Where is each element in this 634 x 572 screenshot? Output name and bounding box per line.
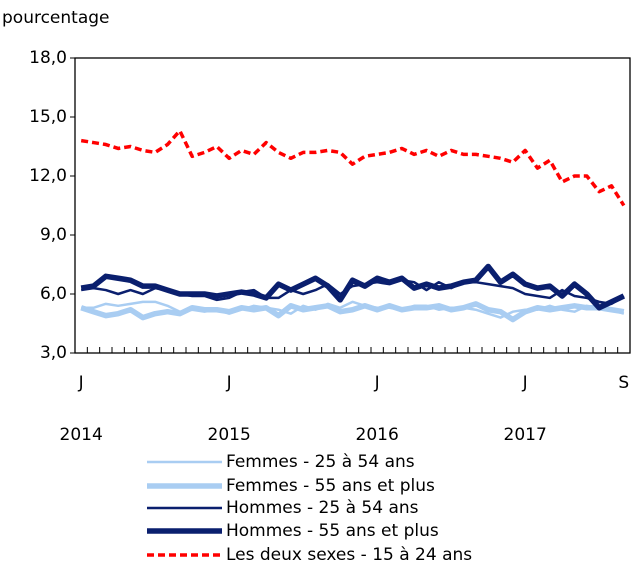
legend-label: Les deux sexes - 15 à 24 ans xyxy=(226,545,472,565)
x-tick-label: J xyxy=(78,373,84,393)
x-tick-label: J xyxy=(374,373,380,393)
y-tick-label: 15,0 xyxy=(29,107,67,127)
legend-label: Hommes - 25 à 54 ans xyxy=(226,498,419,518)
y-tick-label: 12,0 xyxy=(29,166,67,186)
y-tick-label: 3,0 xyxy=(40,343,67,363)
series-line xyxy=(80,263,626,311)
series-line xyxy=(80,301,625,323)
year-label: 2015 xyxy=(208,425,251,445)
y-tick-label: 9,0 xyxy=(40,225,67,245)
x-tick-label: J xyxy=(226,373,232,393)
y-tick-label: 18,0 xyxy=(29,48,67,68)
series-line xyxy=(80,129,626,207)
legend-label: Femmes - 55 ans et plus xyxy=(226,476,435,496)
year-label: 2014 xyxy=(60,425,103,445)
legend-label: Femmes - 25 à 54 ans xyxy=(226,452,415,472)
year-label: 2016 xyxy=(356,425,399,445)
x-tick-label: J xyxy=(522,373,528,393)
x-tick-label: S xyxy=(618,373,629,393)
y-tick-label: 6,0 xyxy=(40,284,67,304)
legend-label: Hommes - 55 ans et plus xyxy=(226,521,439,541)
year-label: 2017 xyxy=(504,425,547,445)
plot-frame xyxy=(74,57,631,354)
y-axis-label: pourcentage xyxy=(2,8,110,28)
